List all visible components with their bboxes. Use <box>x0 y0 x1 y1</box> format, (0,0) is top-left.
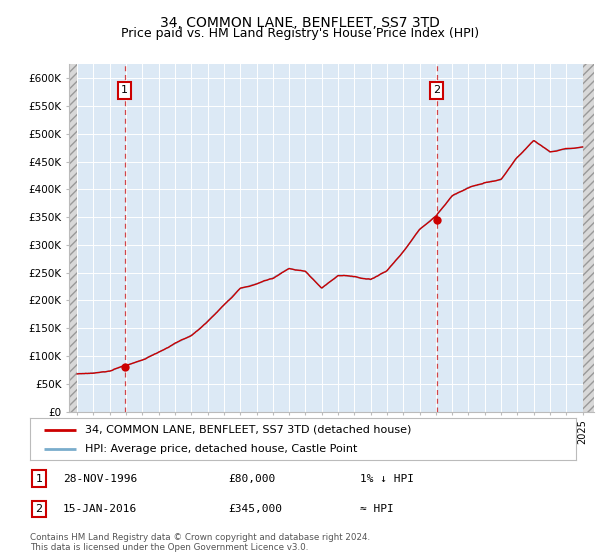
Text: 34, COMMON LANE, BENFLEET, SS7 3TD: 34, COMMON LANE, BENFLEET, SS7 3TD <box>160 16 440 30</box>
Text: £80,000: £80,000 <box>228 474 275 483</box>
Text: 2: 2 <box>35 505 43 514</box>
Text: Contains HM Land Registry data © Crown copyright and database right 2024.: Contains HM Land Registry data © Crown c… <box>30 533 370 542</box>
Text: HPI: Average price, detached house, Castle Point: HPI: Average price, detached house, Cast… <box>85 444 357 454</box>
Text: 1% ↓ HPI: 1% ↓ HPI <box>360 474 414 483</box>
Text: ≈ HPI: ≈ HPI <box>360 505 394 514</box>
Text: 34, COMMON LANE, BENFLEET, SS7 3TD (detached house): 34, COMMON LANE, BENFLEET, SS7 3TD (deta… <box>85 424 411 435</box>
Text: 15-JAN-2016: 15-JAN-2016 <box>63 505 137 514</box>
Text: Price paid vs. HM Land Registry's House Price Index (HPI): Price paid vs. HM Land Registry's House … <box>121 27 479 40</box>
Text: This data is licensed under the Open Government Licence v3.0.: This data is licensed under the Open Gov… <box>30 543 308 552</box>
Text: 1: 1 <box>121 86 128 95</box>
Bar <box>583 64 594 412</box>
Text: 28-NOV-1996: 28-NOV-1996 <box>63 474 137 483</box>
Text: 2: 2 <box>433 86 440 95</box>
Bar <box>69 64 77 412</box>
Text: 1: 1 <box>35 474 43 483</box>
Text: £345,000: £345,000 <box>228 505 282 514</box>
